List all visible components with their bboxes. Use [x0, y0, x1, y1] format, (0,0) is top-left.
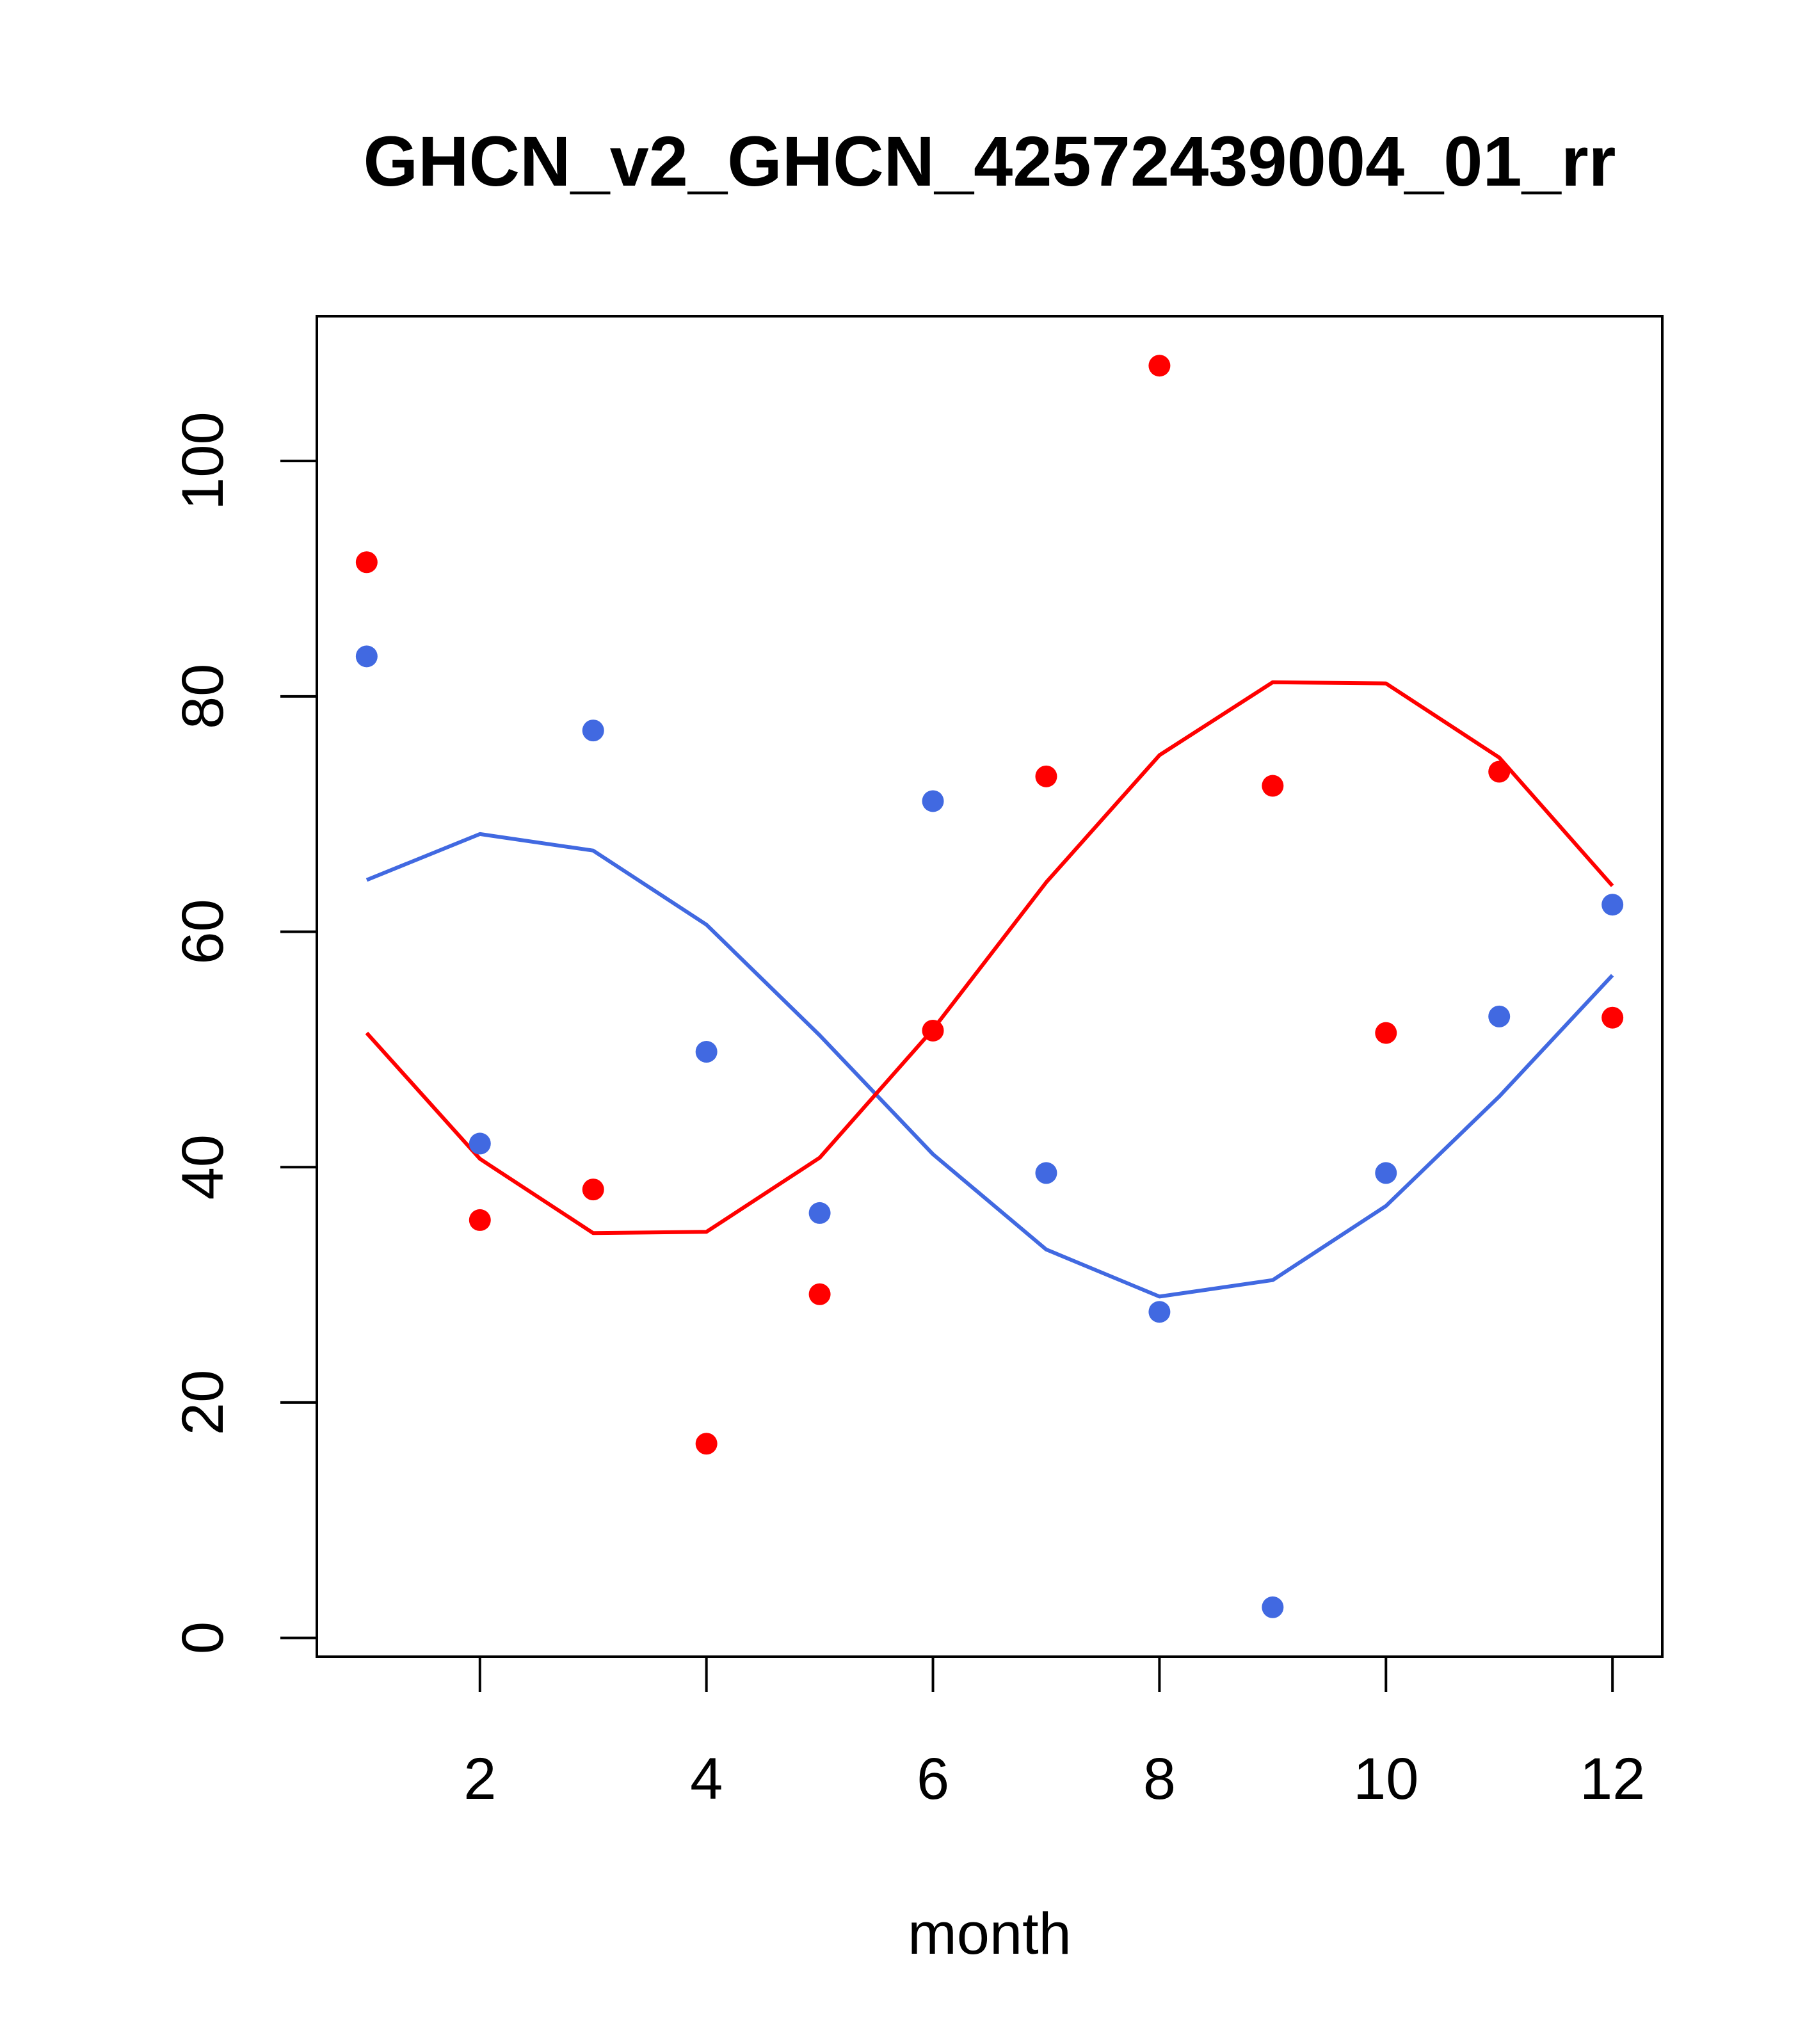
x-axis-label: month	[908, 1901, 1072, 1967]
series-1-point	[1148, 355, 1171, 377]
series-1-point	[1375, 1022, 1397, 1044]
series-1-point	[1601, 1006, 1624, 1029]
series-1-point	[1488, 760, 1511, 783]
series-1-point	[469, 1209, 491, 1231]
x-tick-label: 2	[463, 1746, 496, 1812]
series-0-point	[469, 1132, 491, 1155]
series-1-point	[922, 1019, 944, 1042]
plot-frame	[316, 315, 1664, 1658]
series-1-point	[808, 1283, 831, 1305]
x-tick-label: 12	[1580, 1746, 1645, 1812]
series-0-point	[355, 645, 378, 668]
series-1-point	[582, 1179, 604, 1201]
series-0-point	[922, 790, 944, 812]
series-1-point	[1035, 765, 1057, 787]
y-tick-label: 0	[170, 1622, 236, 1654]
series-0-point	[1035, 1162, 1057, 1184]
series-2-line	[365, 832, 1614, 1299]
series-0-point	[808, 1202, 831, 1224]
series-0-point	[1148, 1301, 1171, 1323]
series-0-point	[582, 720, 604, 742]
y-tick-label: 100	[170, 412, 236, 510]
series-0-point	[1601, 894, 1624, 916]
x-tick-label: 4	[690, 1746, 723, 1812]
series-3-line	[365, 680, 1614, 1235]
y-tick-label: 60	[170, 899, 236, 964]
y-axis: 0 20 40 60 80 100	[170, 412, 318, 1654]
series-0-point	[1375, 1162, 1397, 1184]
series-0-point	[695, 1041, 718, 1063]
x-tick-label: 8	[1143, 1746, 1176, 1812]
series-points	[355, 355, 1624, 1618]
series-1-point	[695, 1433, 718, 1455]
chart-title: GHCN_v2_GHCN_42572439004_01_rr	[364, 122, 1616, 201]
series-0-point	[1488, 1005, 1511, 1027]
x-tick-label: 10	[1353, 1746, 1418, 1812]
y-tick-label: 40	[170, 1134, 236, 1200]
y-tick-label: 80	[170, 664, 236, 729]
series-0-point	[1262, 1596, 1284, 1618]
series-1-point	[355, 551, 378, 574]
series-1-point	[1262, 775, 1284, 797]
y-tick-label: 20	[170, 1370, 236, 1435]
x-axis: 2 4 6 8 10 12	[463, 1655, 1645, 1812]
series-lines	[365, 680, 1614, 1299]
x-tick-label: 6	[917, 1746, 949, 1812]
